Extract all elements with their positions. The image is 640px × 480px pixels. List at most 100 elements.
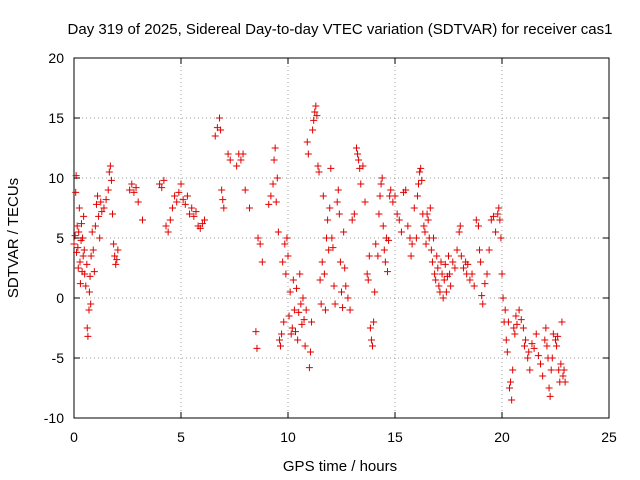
data-point	[510, 324, 518, 332]
data-point	[542, 324, 550, 332]
data-point	[290, 306, 298, 314]
data-point	[424, 216, 432, 224]
data-point	[432, 276, 440, 284]
data-point	[365, 252, 373, 260]
data-point	[88, 228, 96, 236]
data-point	[494, 210, 502, 218]
data-point	[183, 192, 191, 200]
data-point	[224, 150, 232, 158]
data-point	[357, 180, 365, 188]
data-point	[82, 282, 90, 290]
data-point	[348, 216, 356, 224]
data-point	[377, 180, 385, 188]
data-point	[113, 256, 121, 264]
data-point	[389, 198, 397, 206]
y-tick-label: 10	[48, 170, 64, 186]
data-point	[483, 270, 491, 278]
data-marks	[70, 102, 569, 404]
data-point	[297, 300, 305, 308]
data-point	[479, 300, 487, 308]
data-point	[289, 276, 297, 284]
data-point	[316, 276, 324, 284]
data-point	[79, 234, 87, 242]
data-point	[198, 220, 206, 228]
y-tick-label: -5	[52, 350, 65, 366]
data-point	[412, 234, 420, 242]
data-point	[507, 378, 515, 386]
data-point	[104, 186, 112, 194]
data-point	[547, 366, 555, 374]
data-point	[520, 342, 528, 350]
data-point	[341, 264, 349, 272]
data-point	[478, 292, 486, 300]
data-point	[557, 360, 565, 368]
data-point	[499, 294, 507, 302]
data-point	[503, 348, 511, 356]
x-tick-label: 20	[494, 429, 510, 445]
data-point	[517, 316, 525, 324]
data-point	[318, 258, 326, 266]
data-point	[530, 344, 538, 352]
data-point	[352, 144, 360, 152]
data-point	[439, 294, 447, 302]
data-point	[308, 318, 316, 326]
data-point	[283, 234, 291, 242]
data-point	[317, 300, 325, 308]
data-point	[256, 240, 264, 248]
data-point	[168, 204, 176, 212]
data-point	[293, 284, 301, 292]
data-point	[519, 324, 527, 332]
data-point	[340, 228, 348, 236]
data-point	[393, 210, 401, 218]
data-point	[285, 312, 293, 320]
data-point	[258, 258, 266, 266]
data-point	[367, 336, 375, 344]
data-point	[397, 228, 405, 236]
data-point	[326, 204, 334, 212]
data-point	[109, 210, 117, 218]
data-point	[436, 288, 444, 296]
data-point	[284, 252, 292, 260]
data-point	[72, 188, 80, 196]
data-point	[265, 200, 273, 208]
data-point	[76, 280, 84, 288]
data-point	[327, 164, 335, 172]
data-point	[496, 216, 504, 224]
data-point	[253, 344, 261, 352]
data-point	[282, 270, 290, 278]
data-point	[83, 260, 91, 268]
data-point	[526, 366, 534, 374]
data-point	[241, 186, 249, 194]
data-point	[330, 282, 338, 290]
data-point	[130, 188, 138, 196]
data-point	[423, 210, 431, 218]
data-point	[252, 328, 260, 336]
data-point	[338, 288, 345, 296]
y-axis-title: SDTVAR / TECUs	[5, 178, 22, 298]
data-point	[410, 204, 418, 212]
data-point	[545, 384, 553, 392]
data-point	[558, 318, 566, 326]
data-point	[336, 258, 344, 266]
y-tick-label: 0	[56, 290, 64, 306]
data-point	[560, 366, 568, 374]
data-point	[74, 244, 82, 252]
data-point	[437, 258, 445, 266]
data-point	[315, 168, 323, 176]
data-point	[391, 192, 399, 200]
data-point	[171, 192, 179, 200]
data-point	[196, 224, 204, 232]
data-point	[295, 308, 303, 316]
x-tick-label: 0	[70, 429, 78, 445]
data-point	[495, 204, 503, 212]
data-point	[271, 144, 279, 152]
data-point	[435, 282, 443, 290]
data-point	[413, 192, 421, 200]
data-point	[537, 360, 545, 368]
data-point	[468, 270, 476, 278]
data-point	[89, 246, 97, 254]
data-point	[75, 204, 83, 212]
data-point	[355, 156, 363, 164]
data-point	[553, 342, 561, 350]
data-point	[438, 270, 446, 278]
